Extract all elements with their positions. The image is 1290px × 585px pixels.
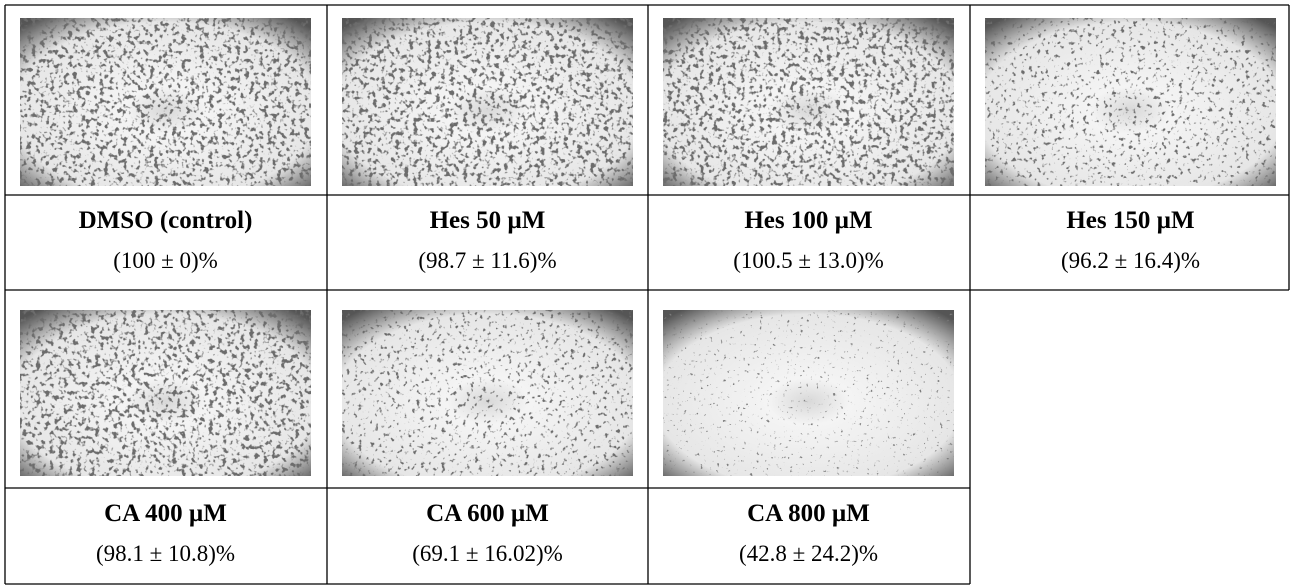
viability-value: (42.8 ± 24.2)% xyxy=(739,541,878,566)
micrograph xyxy=(663,18,954,186)
micrograph xyxy=(342,310,633,476)
micrograph xyxy=(20,18,311,186)
viability-value: (100.5 ± 13.0)% xyxy=(733,248,884,273)
micrograph-cells xyxy=(663,18,954,186)
condition-label: CA 600 µM xyxy=(426,500,549,527)
micrograph xyxy=(342,18,633,186)
micrograph-cells xyxy=(985,18,1276,186)
micrograph xyxy=(985,18,1276,186)
condition-label: Hes 150 µM xyxy=(1066,207,1194,234)
borders xyxy=(4,4,1290,585)
condition-label: Hes 100 µM xyxy=(744,207,872,234)
viability-value: (100 ± 0)% xyxy=(113,248,218,273)
micrograph-cells xyxy=(20,310,311,476)
micrograph xyxy=(20,310,311,476)
condition-label: DMSO (control) xyxy=(79,207,253,234)
viability-value: (96.2 ± 16.4)% xyxy=(1061,248,1200,273)
micrograph-cells xyxy=(342,310,633,476)
viability-value: (69.1 ± 16.02)% xyxy=(412,541,563,566)
viability-value: (98.7 ± 11.6)% xyxy=(418,248,556,273)
micrograph-cells xyxy=(342,18,633,186)
micrograph-cells xyxy=(20,18,311,186)
condition-label: CA 400 µM xyxy=(104,500,227,527)
micrograph-cells xyxy=(663,310,954,476)
viability-value: (98.1 ± 10.8)% xyxy=(96,541,235,566)
condition-label: Hes 50 µM xyxy=(430,207,546,234)
micrograph xyxy=(663,310,954,476)
condition-label: CA 800 µM xyxy=(747,500,870,527)
